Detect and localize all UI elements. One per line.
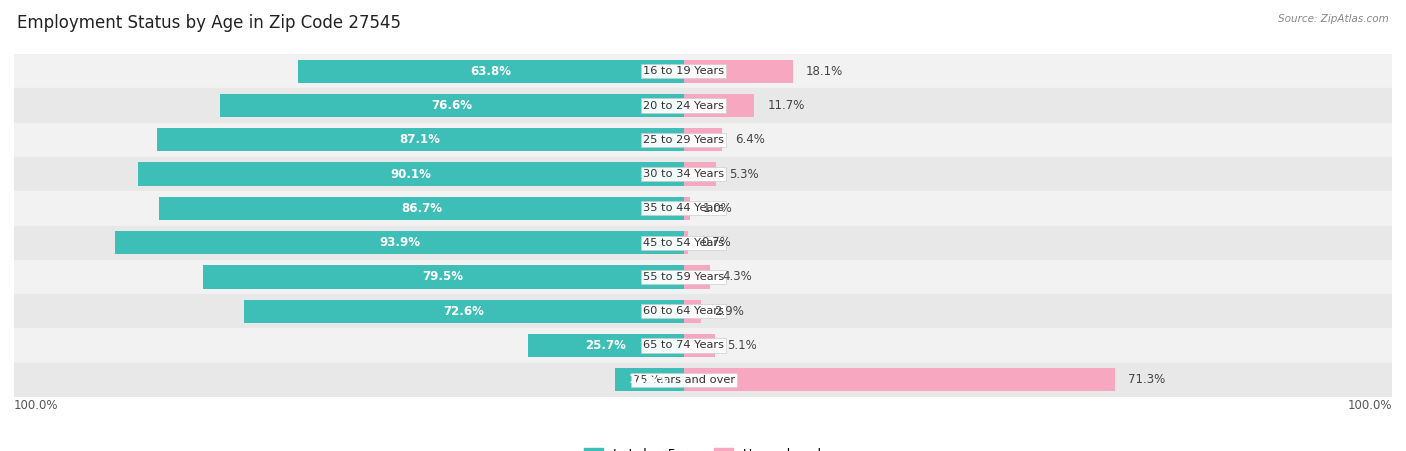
Bar [298,60,683,83]
Text: 30 to 34 Years: 30 to 34 Years [643,169,724,179]
Bar [683,162,716,186]
Bar [529,334,683,357]
Bar [616,368,683,391]
Bar [14,363,1392,397]
Bar [683,368,1115,391]
Text: 25 to 29 Years: 25 to 29 Years [643,135,724,145]
Text: 0.7%: 0.7% [700,236,731,249]
Text: 5.1%: 5.1% [727,339,758,352]
Text: 1.0%: 1.0% [703,202,733,215]
Bar [14,157,1392,191]
Bar [156,128,683,152]
Text: 100.0%: 100.0% [1347,399,1392,412]
Bar [221,94,683,117]
Bar [683,334,714,357]
Bar [14,260,1392,294]
Bar [14,88,1392,123]
Text: 11.7%: 11.7% [768,99,804,112]
Bar [683,128,723,152]
Text: 2.9%: 2.9% [714,305,744,318]
Text: 18.1%: 18.1% [806,65,844,78]
Text: Source: ZipAtlas.com: Source: ZipAtlas.com [1278,14,1389,23]
Text: 16 to 19 Years: 16 to 19 Years [643,66,724,76]
Text: 65 to 74 Years: 65 to 74 Years [643,341,724,350]
Text: 87.1%: 87.1% [399,133,440,146]
Text: 35 to 44 Years: 35 to 44 Years [643,203,724,213]
Bar [138,162,683,186]
Text: 45 to 54 Years: 45 to 54 Years [643,238,724,248]
Bar [202,265,683,289]
Text: Employment Status by Age in Zip Code 27545: Employment Status by Age in Zip Code 275… [17,14,401,32]
Bar [683,265,710,289]
Bar [14,226,1392,260]
Bar [683,231,688,254]
Text: 100.0%: 100.0% [14,399,59,412]
Text: 75 Years and over: 75 Years and over [633,375,735,385]
Text: 60 to 64 Years: 60 to 64 Years [644,306,724,316]
Text: 4.3%: 4.3% [723,271,752,283]
Bar [683,197,690,220]
Text: 79.5%: 79.5% [423,271,464,283]
Bar [245,299,683,323]
Text: 71.3%: 71.3% [1128,373,1166,386]
Text: 90.1%: 90.1% [391,168,432,180]
Text: 55 to 59 Years: 55 to 59 Years [643,272,724,282]
Bar [14,123,1392,157]
Text: 72.6%: 72.6% [443,305,485,318]
Bar [14,328,1392,363]
Bar [683,299,702,323]
Bar [14,54,1392,88]
Bar [115,231,683,254]
Text: 5.3%: 5.3% [728,168,758,180]
Legend: In Labor Force, Unemployed: In Labor Force, Unemployed [579,443,827,451]
Text: 20 to 24 Years: 20 to 24 Years [644,101,724,110]
Text: 63.8%: 63.8% [470,65,512,78]
Bar [14,294,1392,328]
Bar [683,94,755,117]
Bar [14,191,1392,226]
Text: 93.9%: 93.9% [380,236,420,249]
Text: 11.3%: 11.3% [628,373,669,386]
Text: 25.7%: 25.7% [585,339,626,352]
Text: 86.7%: 86.7% [401,202,441,215]
Bar [159,197,683,220]
Text: 76.6%: 76.6% [432,99,472,112]
Bar [683,60,793,83]
Text: 6.4%: 6.4% [735,133,765,146]
